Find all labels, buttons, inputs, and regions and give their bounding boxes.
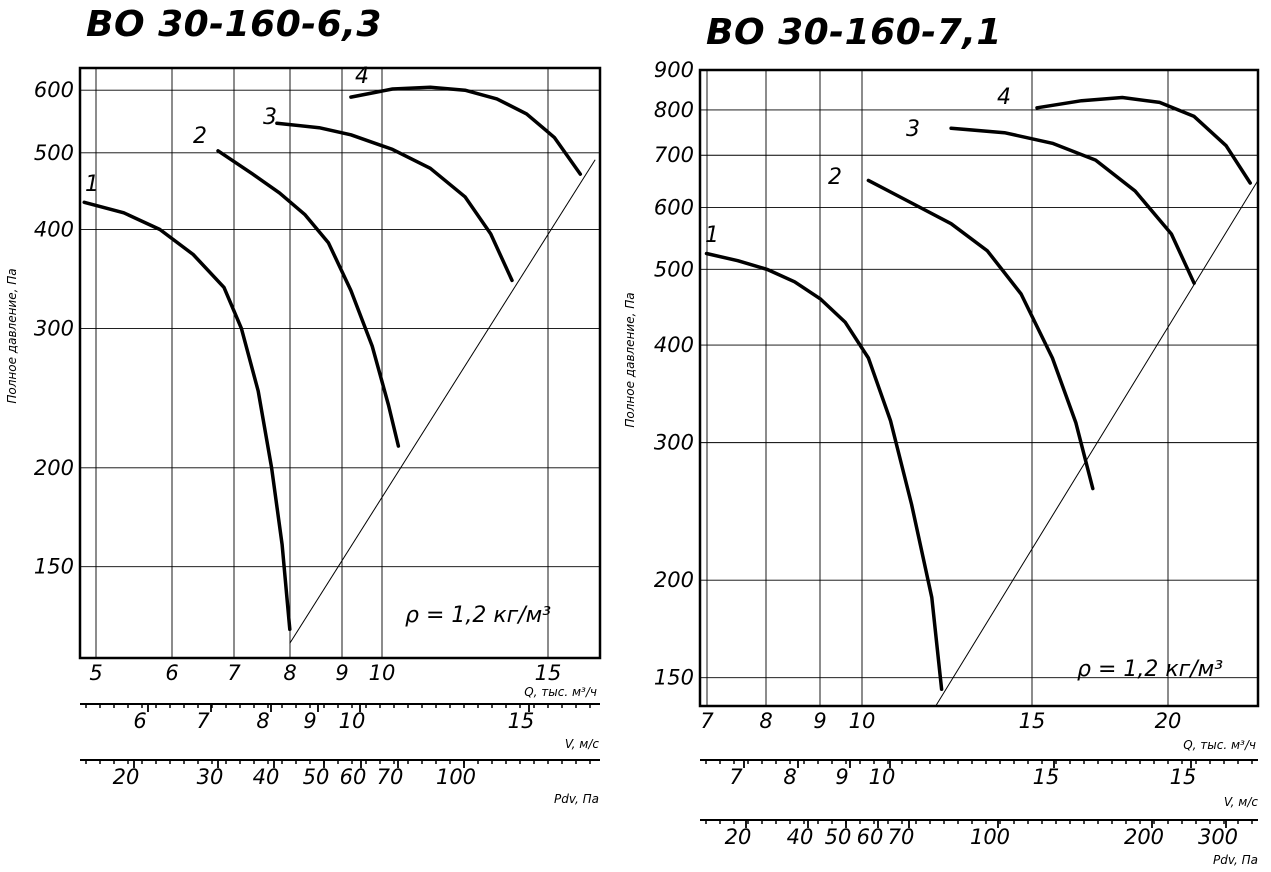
dynamic-pressure-tick-label: 200 [1124,825,1164,849]
dynamic-pressure-tick-label: 70 [377,765,404,789]
velocity-tick-label: 8 [783,765,796,789]
dynamic-pressure-tick-label: 60 [857,825,884,849]
series-line-4 [1035,95,1252,185]
dynamic-pressure-axis-label: Pdv, Па [1213,853,1258,867]
series-label-4: 4 [355,64,369,89]
y-tick-label: 150 [654,666,694,690]
y-tick-label: 600 [654,196,694,220]
series-line-1 [704,251,944,691]
velocity-axis-label: V, м/с [1224,795,1259,809]
series-line-2 [866,178,1095,491]
x-tick-label: 15 [1019,709,1046,733]
x-tick-label: 9 [813,709,826,733]
series-label-3: 3 [263,105,277,130]
dynamic-pressure-tick-label: 70 [888,825,915,849]
dynamic-pressure-tick-label: 40 [787,825,814,849]
dynamic-pressure-tick-label: 100 [970,825,1010,849]
velocity-tick-label: 7 [729,765,743,789]
system-line [289,159,596,644]
y-tick-label: 600 [34,78,74,102]
dynamic-pressure-axis-label: Pdv, Па [554,792,599,806]
velocity-tick-label: 15 [508,709,535,733]
series-label-1: 1 [705,223,719,248]
x-tick-label: 10 [849,709,876,733]
x-tick-label: 7 [227,661,241,685]
plot-frame [698,68,1260,708]
series-label-1: 1 [85,172,99,197]
x-tick-label: 7 [700,709,714,733]
y-tick-label: 500 [34,141,74,165]
velocity-tick-label: 8 [256,709,269,733]
series-label-2: 2 [828,165,842,190]
plot-frame [78,66,602,660]
chart-right: 150 200 300 400 500 600 700 800 900 7 8 9 10 15 20 1 2 3 4… [623,58,1260,867]
y-axis-label: Полное давление, Па [5,268,19,403]
dynamic-pressure-tick-label: 50 [303,765,330,789]
x-axis-label: Q, тыс. м³/ч [1183,738,1256,752]
dynamic-pressure-tick-label: 50 [825,825,852,849]
y-tick-label: 800 [654,98,694,122]
dynamic-pressure-tick-label: 100 [436,765,476,789]
x-tick-label: 5 [89,661,102,685]
density-annotation: ρ = 1,2 кг/м³ [405,603,551,628]
y-tick-label: 500 [654,257,694,281]
series-line-3 [949,126,1196,285]
velocity-tick-label: 9 [303,709,316,733]
y-tick-label: 150 [34,555,74,579]
y-tick-label: 900 [654,58,694,82]
dynamic-pressure-tick-label: 60 [340,765,367,789]
velocity-tick-label: 15 [1170,765,1197,789]
dynamic-pressure-tick-label: 20 [725,825,752,849]
velocity-tick-label: 9 [835,765,848,789]
y-axis-label: Полное давление, Па [623,292,637,427]
series-label-3: 3 [906,117,920,142]
y-tick-label: 200 [34,456,74,480]
dynamic-pressure-tick-label: 30 [197,765,224,789]
y-tick-label: 700 [654,143,694,167]
chart-title-right: ВО 30-160-7,1 [706,12,1002,53]
x-axis-label: Q, тыс. м³/ч [524,685,597,699]
y-tick-label: 400 [34,218,74,242]
velocity-tick-label: 10 [869,765,896,789]
x-tick-label: 15 [535,661,562,685]
velocity-tick-label: 7 [196,709,210,733]
system-line [935,180,1259,707]
chart-title-left: ВО 30-160-6,3 [86,4,382,45]
y-tick-label: 200 [654,568,694,592]
dynamic-pressure-tick-label: 300 [1198,825,1238,849]
dynamic-pressure-tick-label: 40 [253,765,280,789]
series-label-2: 2 [193,124,207,149]
dynamic-pressure-tick-label: 20 [113,765,140,789]
velocity-tick-label: 6 [133,709,146,733]
velocity-tick-label: 15 [1033,765,1060,789]
series-line-1 [82,200,292,632]
velocity-tick-label: 10 [339,709,366,733]
density-annotation: ρ = 1,2 кг/м³ [1077,657,1223,682]
x-tick-label: 9 [335,661,348,685]
series-line-2 [216,149,401,448]
velocity-axis-label: V, м/с [565,737,600,751]
series-line-4 [349,85,583,176]
x-tick-label: 8 [283,661,296,685]
y-tick-label: 300 [34,316,74,340]
x-tick-label: 10 [369,661,396,685]
y-tick-label: 400 [654,333,694,357]
series-line-3 [275,121,514,283]
y-tick-label: 300 [654,431,694,455]
series-label-4: 4 [997,85,1011,110]
x-tick-label: 20 [1155,709,1182,733]
x-tick-label: 6 [165,661,178,685]
x-tick-label: 8 [759,709,772,733]
